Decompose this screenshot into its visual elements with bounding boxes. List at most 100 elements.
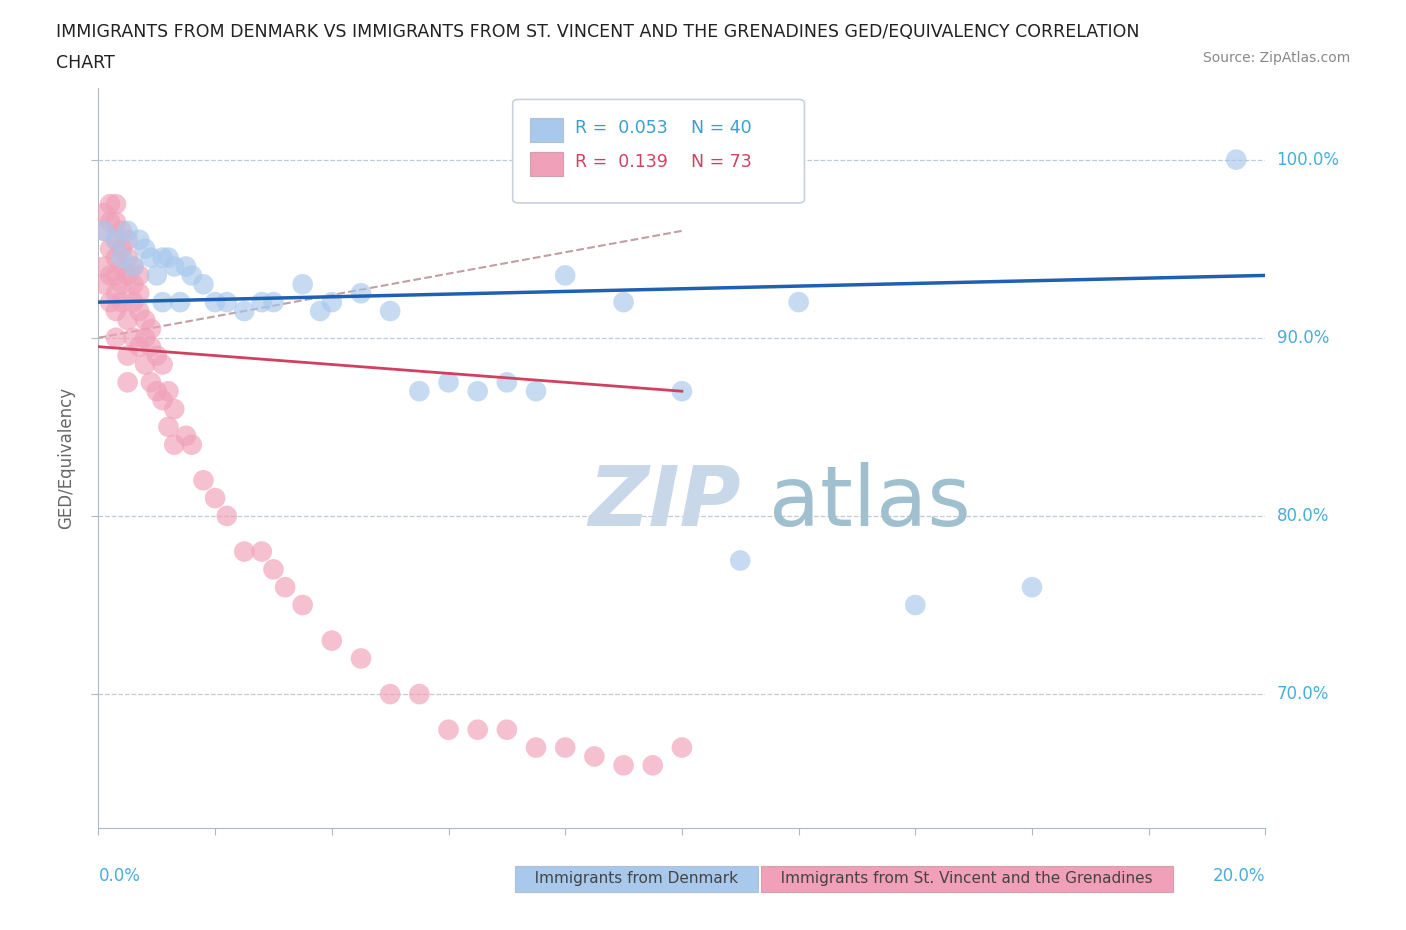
FancyBboxPatch shape (513, 100, 804, 203)
Point (117, 375, 139, 390)
Point (146, 268, 169, 283)
Point (262, 295, 284, 310)
Point (233, 303, 256, 318)
Point (274, 579, 297, 594)
Point (117, 348, 139, 363)
Point (146, 348, 169, 363)
Point (146, 384, 169, 399)
Point (174, 259, 197, 274)
Point (93, 259, 115, 274)
Point (139, 375, 162, 390)
Text: atlas: atlas (769, 462, 972, 543)
Point (321, 295, 343, 310)
Text: R =  0.053: R = 0.053 (575, 119, 668, 138)
Text: Source: ZipAtlas.com: Source: ZipAtlas.com (1202, 51, 1350, 65)
Text: IMMIGRANTS FROM DENMARK VS IMMIGRANTS FROM ST. VINCENT AND THE GRENADINES GED/EQ: IMMIGRANTS FROM DENMARK VS IMMIGRANTS FR… (56, 23, 1140, 41)
Point (1021, 579, 1043, 594)
Point (134, 241, 156, 256)
Point (437, 723, 460, 737)
Point (117, 312, 139, 327)
Point (117, 250, 139, 265)
Point (350, 651, 373, 666)
Point (262, 562, 284, 577)
Point (122, 259, 145, 274)
Point (152, 250, 174, 265)
Point (291, 277, 314, 292)
Point (117, 223, 139, 238)
Text: N = 40: N = 40 (692, 119, 752, 138)
Point (128, 286, 150, 300)
Point (93, 206, 115, 220)
Point (163, 402, 186, 417)
Point (321, 633, 343, 648)
Point (157, 384, 180, 399)
FancyBboxPatch shape (530, 152, 562, 176)
Text: Immigrants from St. Vincent and the Grenadines: Immigrants from St. Vincent and the Gren… (766, 871, 1167, 886)
Point (117, 268, 139, 283)
Point (169, 295, 191, 310)
Point (787, 295, 810, 310)
Point (157, 419, 180, 434)
Text: ZIP: ZIP (589, 462, 741, 543)
Point (122, 259, 145, 274)
Text: Immigrants from Denmark: Immigrants from Denmark (520, 871, 752, 886)
Text: 90.0%: 90.0% (1277, 329, 1329, 347)
Point (904, 598, 927, 613)
Point (174, 429, 197, 444)
Point (104, 268, 127, 283)
Point (122, 295, 145, 310)
Point (467, 723, 489, 737)
Text: 20.0%: 20.0% (1213, 867, 1265, 884)
Point (291, 598, 314, 613)
Point (98, 197, 121, 212)
Point (111, 277, 134, 292)
Point (117, 232, 139, 247)
Text: 100.0%: 100.0% (1277, 151, 1340, 168)
Text: CHART: CHART (56, 54, 115, 72)
Point (408, 384, 430, 399)
Point (104, 330, 127, 345)
Point (128, 268, 150, 283)
Point (134, 330, 156, 345)
Text: 0.0%: 0.0% (98, 867, 141, 884)
Text: R =  0.139: R = 0.139 (575, 153, 668, 171)
Point (641, 758, 664, 773)
Point (408, 686, 430, 701)
Point (93, 223, 115, 238)
Y-axis label: GED/Equivalency: GED/Equivalency (58, 387, 76, 529)
Point (104, 303, 127, 318)
Point (612, 295, 634, 310)
Point (524, 384, 547, 399)
Point (309, 303, 332, 318)
Point (104, 250, 127, 265)
Point (380, 303, 402, 318)
Point (122, 277, 145, 292)
Point (215, 295, 238, 310)
Point (111, 223, 134, 238)
Text: 80.0%: 80.0% (1277, 507, 1329, 525)
Point (98, 268, 121, 283)
Point (671, 384, 693, 399)
Point (134, 312, 156, 327)
Point (98, 215, 121, 230)
Point (233, 544, 256, 559)
Point (583, 749, 606, 764)
Point (111, 295, 134, 310)
Point (554, 268, 576, 283)
Point (496, 375, 519, 390)
Point (496, 723, 519, 737)
FancyBboxPatch shape (530, 118, 562, 141)
Point (524, 740, 547, 755)
Text: N = 73: N = 73 (692, 153, 752, 171)
Point (204, 491, 226, 506)
Point (93, 223, 115, 238)
Point (250, 295, 273, 310)
Point (350, 286, 373, 300)
Point (111, 250, 134, 265)
Point (93, 277, 115, 292)
Point (612, 758, 634, 773)
Point (139, 322, 162, 337)
Point (134, 357, 156, 372)
Point (163, 259, 186, 274)
Point (128, 339, 150, 354)
